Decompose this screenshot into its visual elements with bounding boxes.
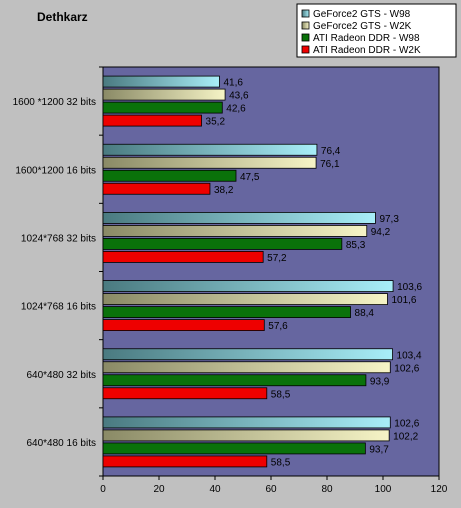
bar — [102, 156, 317, 169]
bar — [102, 306, 351, 318]
data-label: 93,7 — [369, 444, 389, 455]
legend-label: GeForce2 GTS - W98 — [313, 9, 411, 20]
bar — [102, 293, 388, 305]
category-label: 1600*1200 16 bits — [15, 165, 96, 176]
bar — [102, 143, 318, 156]
legend-swatch — [301, 33, 310, 42]
legend-label: GeForce2 GTS - W2K — [313, 21, 412, 32]
bar — [102, 429, 390, 442]
x-tick-label: 40 — [209, 484, 221, 495]
bar — [102, 225, 368, 237]
data-label: 101,6 — [391, 295, 416, 306]
data-label: 103,4 — [397, 350, 422, 361]
data-label: 58,5 — [271, 389, 291, 400]
legend-label: ATI Radeon DDR - W98 — [313, 33, 420, 44]
data-label: 38,2 — [214, 185, 234, 196]
bar — [102, 101, 223, 114]
bar — [102, 416, 391, 429]
data-label: 102,6 — [394, 363, 419, 374]
bar — [102, 374, 367, 387]
bar — [102, 169, 237, 182]
data-label: 58,5 — [271, 457, 291, 468]
bar — [102, 442, 366, 455]
bar — [102, 361, 391, 374]
bar — [102, 455, 268, 468]
legend-swatch — [301, 21, 310, 30]
x-tick-label: 0 — [100, 484, 106, 495]
data-label: 102,6 — [394, 418, 419, 429]
bar — [102, 182, 211, 195]
data-label: 103,6 — [397, 282, 422, 293]
bar — [102, 75, 220, 88]
bar — [102, 319, 265, 331]
bar — [102, 212, 376, 224]
bar — [102, 114, 202, 127]
x-tick-label: 80 — [321, 484, 333, 495]
data-label: 57,2 — [267, 253, 287, 264]
plot-area — [102, 66, 440, 477]
bar — [102, 88, 226, 101]
bar — [102, 387, 268, 400]
data-label: 85,3 — [346, 240, 366, 251]
data-label: 42,6 — [226, 104, 246, 115]
data-label: 97,3 — [379, 214, 399, 225]
category-label: 1024*768 32 bits — [21, 233, 96, 244]
x-tick-label: 20 — [153, 484, 165, 495]
data-label: 88,4 — [355, 308, 375, 319]
x-tick-label: 60 — [265, 484, 277, 495]
category-label: 1024*768 16 bits — [21, 302, 96, 313]
data-label: 35,2 — [206, 117, 226, 128]
data-label: 47,5 — [240, 172, 260, 183]
category-label: 1600 *1200 32 bits — [13, 97, 96, 108]
data-label: 41,6 — [223, 78, 243, 89]
category-label: 640*480 16 bits — [26, 438, 96, 449]
data-label: 102,2 — [393, 431, 418, 442]
legend-swatch — [301, 45, 310, 54]
x-tick-label: 100 — [375, 484, 392, 495]
legend-swatch — [301, 9, 310, 18]
category-label: 640*480 32 bits — [26, 370, 96, 381]
data-label: 43,6 — [229, 91, 249, 102]
legend — [296, 3, 457, 58]
data-label: 93,9 — [370, 376, 390, 387]
data-label: 94,2 — [371, 227, 391, 238]
bar — [102, 251, 264, 263]
data-label: 76,1 — [320, 159, 340, 170]
chart-title: Dethkarz — [37, 10, 88, 24]
bar — [102, 238, 343, 250]
data-label: 76,4 — [321, 146, 341, 157]
bar — [102, 280, 394, 292]
bar — [102, 348, 393, 361]
x-tick-label: 120 — [431, 484, 448, 495]
data-label: 57,6 — [268, 321, 288, 332]
legend-label: ATI Radeon DDR - W2K — [313, 45, 421, 56]
